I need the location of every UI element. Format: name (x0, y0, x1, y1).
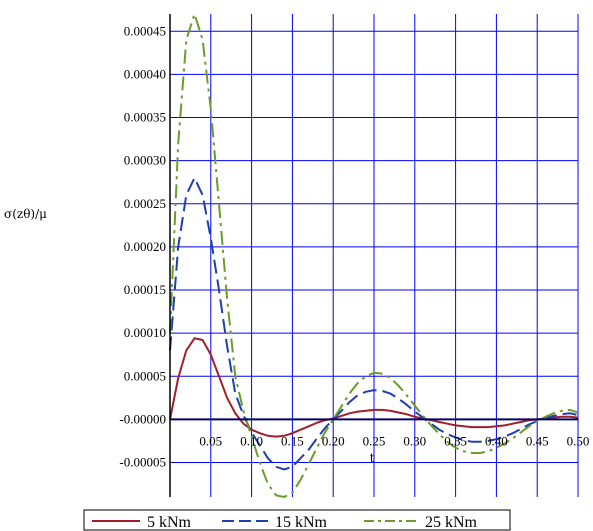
x-tick-label: 0.20 (322, 433, 345, 448)
x-tick-label: 0.10 (240, 433, 263, 448)
y-tick-label: 0.00020 (124, 239, 166, 254)
legend-label: 25 kNm (425, 514, 478, 531)
x-tick-label: 0.40 (485, 433, 508, 448)
x-tick-label: 0.05 (199, 433, 222, 448)
x-tick-label: 0.15 (281, 433, 304, 448)
y-tick-label: 0.00045 (124, 23, 166, 38)
y-tick-label: 0.00035 (124, 110, 166, 125)
grid (170, 14, 578, 497)
y-tick-label: 0.00015 (124, 282, 166, 297)
y-tick-label: 0.00040 (124, 66, 166, 81)
x-tick-label: 0.30 (403, 433, 426, 448)
y-tick-label: 0.00030 (124, 153, 166, 168)
x-tick-label: 0.35 (444, 433, 467, 448)
x-tick-label: 0.25 (363, 433, 386, 448)
legend-label: 15 kNm (275, 514, 328, 531)
y-tick-label: 0.00025 (124, 196, 166, 211)
x-tick-label: 0.45 (526, 433, 549, 448)
y-tick-label: 0.00005 (124, 368, 166, 383)
x-tick-label: 0.50 (567, 433, 590, 448)
y-axis-label: σ(zθ)/μ (4, 207, 47, 221)
legend-label: 5 kNm (147, 514, 192, 531)
x-axis-label: t (370, 451, 375, 465)
legend: 5 kNm 15 kNm 25 kNm (84, 510, 510, 531)
y-tick-label: 0.00010 (124, 325, 166, 340)
y-tick-label: -0.00000 (119, 411, 166, 426)
y-tick-label: -0.00005 (119, 455, 166, 470)
